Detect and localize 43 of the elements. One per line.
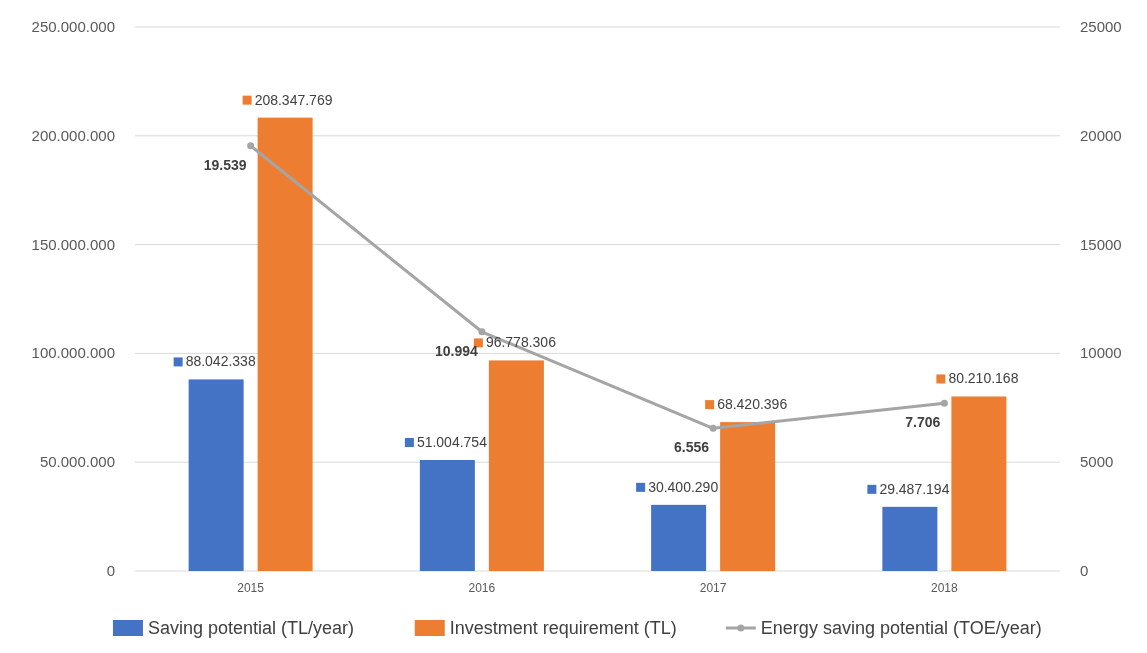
point <box>709 424 717 432</box>
bar <box>188 379 244 571</box>
y2-tick-label: 5000 <box>1080 453 1114 471</box>
y2-tick-label: 20000 <box>1080 126 1122 144</box>
bar <box>419 460 475 571</box>
bar <box>651 504 707 571</box>
data-label: 68.420.396 <box>717 396 788 413</box>
data-label: 51.004.754 <box>416 434 488 451</box>
y-tick-label: 150.000.000 <box>31 235 115 253</box>
bar <box>720 422 776 571</box>
data-label: 7.706 <box>905 414 941 431</box>
bar <box>488 360 544 571</box>
bar <box>257 117 313 571</box>
data-label: 30.400.290 <box>648 478 719 495</box>
point <box>940 399 948 407</box>
y2-tick-label: 15000 <box>1080 235 1122 253</box>
x-tick-label: 2017 <box>699 581 727 595</box>
data-label: 29.487.194 <box>879 480 950 497</box>
data-label: 6.556 <box>674 439 710 456</box>
y2-tick-label: 10000 <box>1080 344 1122 362</box>
legend-label: Energy saving potential (TOE/year) <box>760 618 1042 638</box>
bar <box>951 396 1007 571</box>
x-tick-label: 2018 <box>931 581 959 595</box>
y-tick-label: 0 <box>106 562 115 579</box>
data-label: 10.994 <box>435 342 479 359</box>
y-tick-label: 100.000.000 <box>31 344 115 362</box>
y2-tick-label: 0 <box>1080 562 1089 579</box>
data-label: 208.347.769 <box>254 91 333 108</box>
x-tick-label: 2016 <box>468 581 496 595</box>
legend-label: Investment requirement (TL) <box>449 618 677 638</box>
y-tick-label: 50.000.000 <box>39 453 115 471</box>
data-label: 88.042.338 <box>185 353 256 370</box>
data-label: 96.778.306 <box>485 334 557 351</box>
point <box>247 142 255 150</box>
data-label: 19.539 <box>203 156 247 173</box>
data-label: 80.210.168 <box>948 370 1019 387</box>
y2-tick-label: 25000 <box>1080 18 1122 35</box>
x-tick-label: 2015 <box>237 581 265 595</box>
point <box>478 328 486 336</box>
legend-label: Saving potential (TL/year) <box>147 618 355 638</box>
y-tick-label: 250.000.000 <box>31 18 115 35</box>
bar <box>882 506 938 571</box>
y-tick-label: 200.000.000 <box>31 126 115 144</box>
